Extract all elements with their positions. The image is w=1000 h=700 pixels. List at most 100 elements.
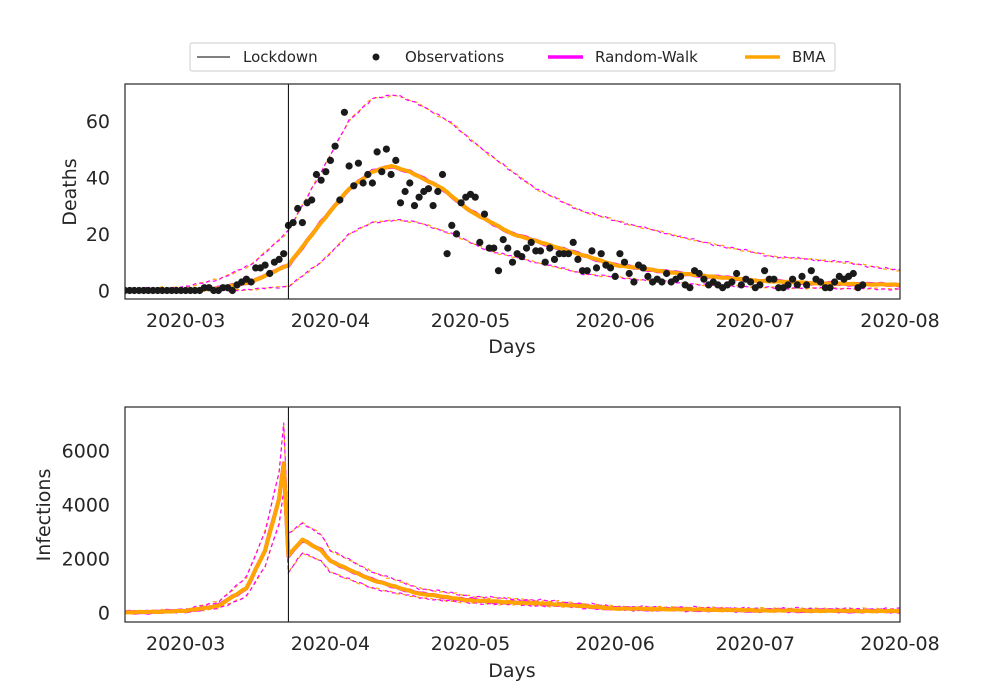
deaths-x-tick-label: 2020-04 xyxy=(291,310,370,332)
infections-bma-upper-band xyxy=(125,424,900,614)
deaths-observation-point xyxy=(322,168,330,176)
deaths-observation-point xyxy=(298,219,306,227)
legend-frame xyxy=(189,42,836,72)
deaths-series-group xyxy=(125,94,900,295)
deaths-y-tick-label: 0 xyxy=(98,281,110,303)
deaths-observation-point xyxy=(574,255,582,263)
legend-observations-marker xyxy=(372,53,380,61)
deaths-observation-point xyxy=(859,281,867,289)
deaths-observation-point xyxy=(448,221,456,229)
deaths-observation-point xyxy=(364,170,372,179)
deaths-observation-point xyxy=(317,176,325,184)
deaths-observation-point xyxy=(392,156,400,164)
deaths-observation-point xyxy=(345,162,353,170)
infections-y-tick-label: 2000 xyxy=(62,548,110,570)
deaths-observation-point xyxy=(406,179,414,187)
deaths-observation-point xyxy=(550,255,559,263)
infections-x-tick-label: 2020-05 xyxy=(431,633,510,655)
deaths-y-tick-label: 60 xyxy=(86,111,110,133)
deaths-observation-point xyxy=(700,275,708,283)
deaths-observation-point xyxy=(275,255,283,263)
deaths-observation-point xyxy=(359,179,367,187)
deaths-observation-point xyxy=(261,261,269,269)
deaths-observation-point xyxy=(789,275,797,283)
deaths-observation-point xyxy=(368,179,376,187)
deaths-observation-point xyxy=(508,258,517,266)
deaths-observation-point xyxy=(350,182,358,190)
deaths-observation-point xyxy=(798,272,806,280)
deaths-observation-point xyxy=(415,193,423,201)
deaths-observation-point xyxy=(443,250,451,258)
deaths-observation-point xyxy=(480,210,489,218)
deaths-observation-point xyxy=(471,193,479,201)
deaths-observation-point xyxy=(611,272,619,280)
deaths-observation-point xyxy=(494,267,503,275)
deaths-x-tick-label: 2020-03 xyxy=(146,310,225,332)
deaths-observation-point xyxy=(737,281,745,289)
deaths-y-ticks: 0 20 40 60 xyxy=(86,111,110,303)
deaths-observation-point xyxy=(592,264,601,272)
deaths-observation-point xyxy=(793,281,801,289)
infections-panel: 2020-03 2020-04 2020-05 2020-06 2020-07 2020-… xyxy=(33,406,940,682)
deaths-y-axis-label: Deaths xyxy=(59,158,81,225)
deaths-observation-point xyxy=(452,230,461,238)
deaths-observation-point xyxy=(247,278,255,286)
infections-x-tick-label: 2020-07 xyxy=(716,633,795,655)
deaths-x-tick-label: 2020-05 xyxy=(431,310,510,332)
deaths-x-tick-label: 2020-07 xyxy=(716,310,795,332)
deaths-observation-point xyxy=(616,250,624,258)
deaths-observation-point xyxy=(728,278,736,286)
legend-bma-label: BMA xyxy=(792,48,826,66)
deaths-observation-point xyxy=(784,281,792,289)
legend-observations-label: Observations xyxy=(405,48,504,66)
infections-x-tick-label: 2020-03 xyxy=(146,633,225,655)
deaths-observation-point xyxy=(747,278,755,286)
deaths-observation-point xyxy=(522,244,531,252)
infections-y-ticks: 0 2000 4000 6000 xyxy=(62,440,110,624)
infections-bma-lower-band xyxy=(125,490,900,614)
infections-x-tick-label: 2020-08 xyxy=(860,633,939,655)
deaths-axes-frame xyxy=(124,83,901,300)
deaths-observation-point xyxy=(331,142,339,150)
deaths-observation-point xyxy=(630,278,638,286)
deaths-observation-point xyxy=(849,269,857,278)
deaths-observation-point xyxy=(396,199,405,207)
deaths-observation-point xyxy=(280,250,288,258)
legend-lockdown-label: Lockdown xyxy=(243,48,318,66)
deaths-observation-point xyxy=(569,238,577,246)
deaths-observation-point xyxy=(807,267,815,275)
infections-random-walk-upper-band xyxy=(125,422,900,614)
deaths-plot-area xyxy=(124,83,901,300)
deaths-observation-point xyxy=(677,272,685,280)
deaths-observation-point xyxy=(625,269,633,278)
deaths-observation-point xyxy=(770,275,778,283)
infections-x-axis-label: Days xyxy=(488,660,535,682)
deaths-bma-mean-line xyxy=(125,164,900,293)
deaths-observation-point xyxy=(504,244,512,252)
deaths-observation-point xyxy=(588,247,596,255)
deaths-observation-point xyxy=(378,168,386,176)
deaths-observation-point xyxy=(803,281,811,289)
deaths-observation-point xyxy=(644,272,652,280)
deaths-observation-point xyxy=(457,199,465,207)
infections-series-group xyxy=(125,422,900,615)
deaths-observation-point xyxy=(438,170,447,179)
deaths-observation-point xyxy=(289,219,297,227)
deaths-x-axis-label: Days xyxy=(488,336,535,358)
deaths-observation-point xyxy=(761,267,769,275)
deaths-y-tick-label: 40 xyxy=(86,167,110,189)
deaths-observation-point xyxy=(228,286,236,295)
deaths-observation-point xyxy=(410,202,419,210)
infections-y-tick-label: 0 xyxy=(98,603,110,625)
deaths-observation-point xyxy=(336,196,344,204)
deaths-observation-point xyxy=(663,269,671,278)
deaths-random-walk-mean-line xyxy=(125,164,900,294)
deaths-observation-point xyxy=(546,244,554,252)
deaths-observation-point xyxy=(518,253,526,261)
deaths-observation-point xyxy=(597,250,605,258)
deaths-observation-point xyxy=(312,170,320,179)
legend-random-walk-label: Random-Walk xyxy=(595,48,698,66)
deaths-panel: 2020-03 2020-04 2020-05 2020-06 2020-07 2020-… xyxy=(59,83,940,358)
deaths-observation-point xyxy=(434,187,442,196)
